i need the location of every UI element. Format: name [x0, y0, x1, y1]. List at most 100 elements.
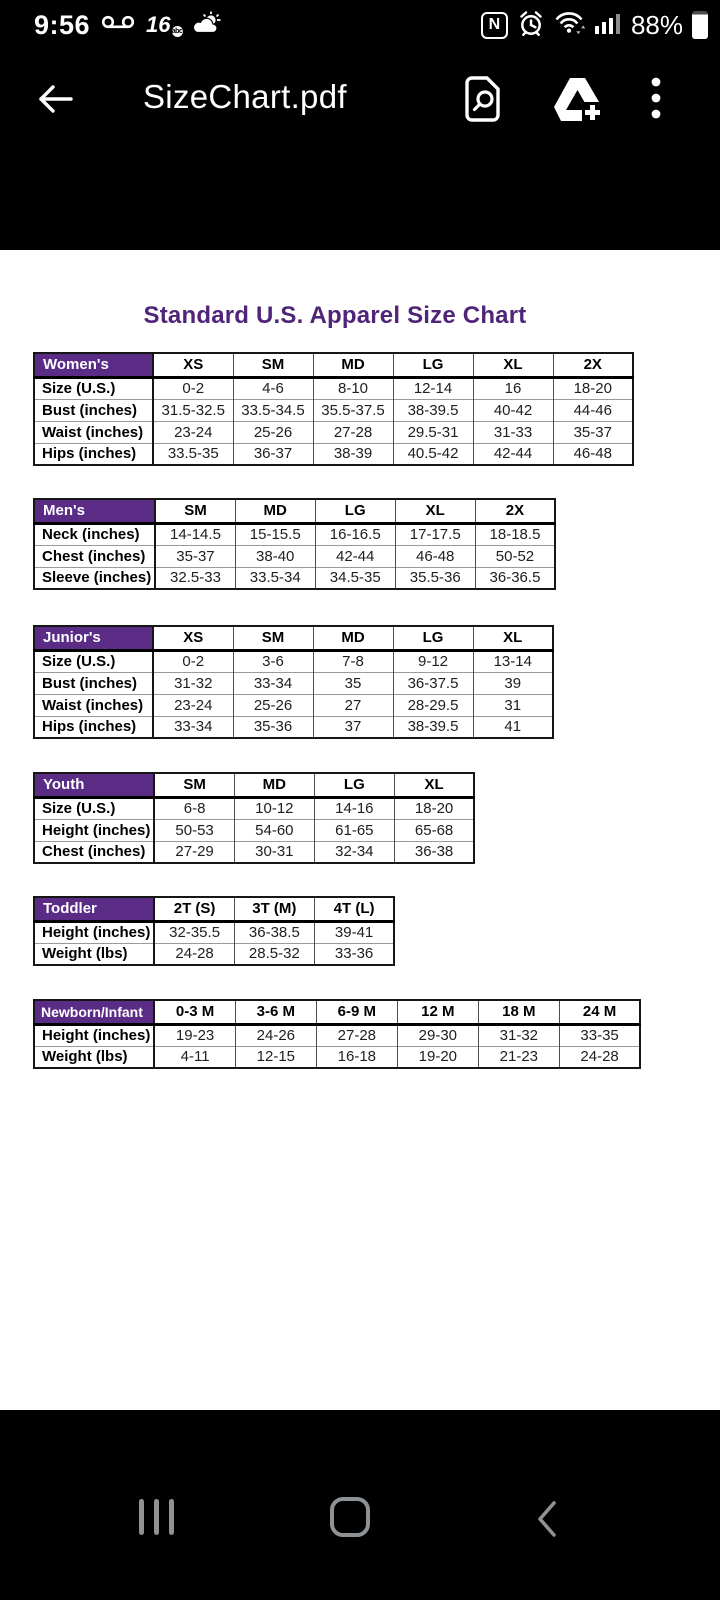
data-cell: 4-11 [153, 1045, 236, 1068]
data-cell: 54-60 [233, 818, 315, 841]
data-cell: 23-24 [152, 693, 233, 716]
table-title-cell: Men's [34, 499, 157, 525]
data-cell: 10-12 [233, 796, 315, 819]
table-row: Height (inches) 19-23 24-26 27-28 29-30 31-32… [34, 1023, 641, 1046]
status-bar-left: 9:56 16 abc [34, 10, 221, 41]
column-header: SM [232, 626, 313, 652]
overflow-menu-button[interactable] [650, 76, 662, 123]
navigation-bar [0, 1410, 720, 1600]
data-cell: 31-32 [152, 671, 233, 694]
row-label: Chest (inches) [34, 840, 156, 863]
data-cell: 29-30 [396, 1023, 479, 1046]
column-header: LG [314, 499, 396, 525]
data-cell: 18-20 [393, 796, 475, 819]
data-cell: 29.5-31 [392, 420, 473, 443]
data-cell: 46-48 [552, 442, 633, 465]
column-header: SM [232, 353, 313, 379]
data-cell: 36-37.5 [392, 671, 473, 694]
data-cell: 12-15 [234, 1045, 317, 1068]
row-label: Size (U.S.) [34, 796, 156, 819]
size-table-youth: Youth SM MD LG XL Size (U.S.) 6-8 10-12 14-16 18-… [33, 772, 476, 864]
data-cell: 50-52 [474, 544, 556, 567]
data-cell: 42-44 [314, 544, 396, 567]
size-table-junior: Junior's XS SM MD LG XL Size (U.S.) 0-2 3-6 7-8 9-… [33, 625, 554, 739]
find-in-document-button[interactable] [462, 74, 506, 127]
status-bar: 9:56 16 abc N [0, 0, 720, 48]
data-cell: 44-46 [552, 398, 633, 421]
table-row: Chest (inches) 27-29 30-31 32-34 36-38 [34, 840, 475, 863]
table-row: Waist (inches) 23-24 25-26 27-28 29.5-31 31-3… [34, 420, 633, 443]
data-cell: 33-34 [232, 671, 313, 694]
tv-16-abc-icon: 16 abc [146, 12, 183, 37]
data-cell: 31.5-32.5 [152, 398, 233, 421]
column-header: XS [152, 626, 233, 652]
row-label: Weight (lbs) [34, 942, 156, 965]
row-label: Height (inches) [34, 818, 156, 841]
data-cell: 18-18.5 [474, 522, 556, 545]
table-row: Hips (inches) 33-34 35-36 37 38-39.5 41 [34, 715, 553, 738]
recents-button[interactable] [139, 1499, 174, 1535]
data-cell: 35 [312, 671, 393, 694]
size-table-women: Women's XS SM MD LG XL 2X Size (U.S.) 0-2 4-6 8-10… [33, 352, 634, 466]
row-label: Weight (lbs) [34, 1045, 156, 1068]
table-title-cell: Junior's [34, 626, 154, 652]
pdf-page[interactable]: Standard U.S. Apparel Size Chart Women's… [0, 250, 720, 1410]
data-cell: 15-15.5 [234, 522, 316, 545]
data-cell: 39 [472, 671, 553, 694]
data-cell: 0-2 [152, 376, 233, 399]
column-header: LG [313, 773, 395, 799]
size-table-newborn: Newborn/Infant 0-3 M 3-6 M 6-9 M 12 M 18 M 24 … [33, 999, 642, 1069]
data-cell: 34.5-35 [314, 566, 396, 589]
data-cell: 33.5-35 [152, 442, 233, 465]
column-header: LG [392, 353, 473, 379]
column-header: 3T (M) [233, 897, 315, 923]
data-cell: 7-8 [312, 649, 393, 672]
data-cell: 33-34 [152, 715, 233, 738]
table-row: Hips (inches) 33.5-35 36-37 38-39 40.5-42 42-… [34, 442, 633, 465]
header-row: Junior's XS SM MD LG XL [34, 626, 553, 652]
row-label: Height (inches) [34, 1023, 156, 1046]
row-label: Size (U.S.) [34, 649, 154, 672]
data-cell: 35.5-36 [394, 566, 476, 589]
data-cell: 32-34 [313, 840, 395, 863]
home-button[interactable] [330, 1497, 370, 1537]
data-cell: 33.5-34 [234, 566, 316, 589]
table-row: Size (U.S.) 6-8 10-12 14-16 18-20 [34, 796, 475, 819]
data-cell: 36-38.5 [233, 920, 315, 943]
size-table-toddler: Toddler 2T (S) 3T (M) 4T (L) Height (inches)… [33, 896, 396, 966]
table-row: Height (inches) 50-53 54-60 61-65 65-68 [34, 818, 475, 841]
data-cell: 14-14.5 [154, 522, 236, 545]
data-cell: 25-26 [232, 420, 313, 443]
data-cell: 38-39.5 [392, 398, 473, 421]
data-cell: 31 [472, 693, 553, 716]
table-row: Weight (lbs) 24-28 28.5-32 33-36 [34, 942, 395, 965]
data-cell: 50-53 [153, 818, 235, 841]
data-cell: 23-24 [152, 420, 233, 443]
data-cell: 33-36 [313, 942, 395, 965]
data-cell: 16 [472, 376, 553, 399]
data-cell: 40.5-42 [392, 442, 473, 465]
table-row: Chest (inches) 35-37 38-40 42-44 46-48 50-52 [34, 544, 556, 567]
data-cell: 12-14 [392, 376, 473, 399]
data-cell: 42-44 [472, 442, 553, 465]
row-label: Size (U.S.) [34, 376, 154, 399]
data-cell: 32-35.5 [153, 920, 235, 943]
data-cell: 40-42 [472, 398, 553, 421]
data-cell: 65-68 [393, 818, 475, 841]
back-nav-button[interactable] [534, 1498, 560, 1543]
header-row: Toddler 2T (S) 3T (M) 4T (L) [34, 897, 395, 923]
data-cell: 17-17.5 [394, 522, 476, 545]
column-header: XL [394, 499, 476, 525]
add-to-drive-button[interactable] [553, 76, 605, 127]
row-label: Bust (inches) [34, 671, 154, 694]
column-header: SM [153, 773, 235, 799]
data-cell: 9-12 [392, 649, 473, 672]
header-row: Men's SM MD LG XL 2X [34, 499, 556, 525]
data-cell: 6-8 [153, 796, 235, 819]
data-cell: 36-36.5 [474, 566, 556, 589]
data-cell: 24-26 [234, 1023, 317, 1046]
recents-icon [139, 1499, 144, 1535]
back-button[interactable] [34, 78, 76, 123]
data-cell: 24-28 [558, 1045, 641, 1068]
